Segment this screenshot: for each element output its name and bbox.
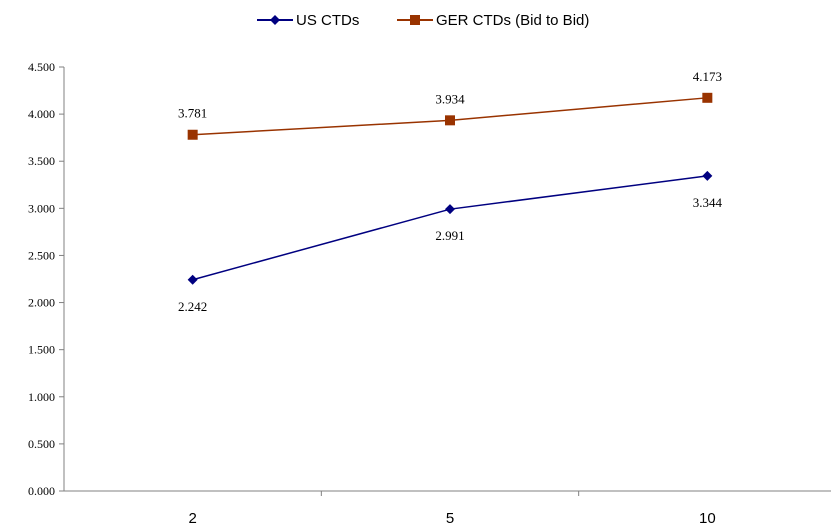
x-tick-label: 5 xyxy=(446,510,454,527)
y-ticks: 0.000 0.500 1.000 1.500 2.000 2.500 3.000 3.500… xyxy=(28,60,64,498)
legend-ger-marker-square-icon xyxy=(410,15,420,25)
series: 2.242 2.991 3.344 3.781 3.934 4.173 xyxy=(178,69,722,314)
y-tick-label: 2.000 xyxy=(28,296,55,310)
data-point xyxy=(187,129,198,140)
y-tick-label: 3.500 xyxy=(28,154,55,168)
legend-us-marker-diamond-icon xyxy=(270,15,280,25)
series-1: 3.781 3.934 4.173 xyxy=(178,69,722,140)
y-tick-label: 1.500 xyxy=(28,343,55,357)
axes xyxy=(63,67,831,492)
legend-entry-ger: GER CTDs (Bid to Bid) xyxy=(397,12,589,29)
data-label: 3.344 xyxy=(693,195,723,210)
series-0: 2.242 2.991 3.344 xyxy=(178,170,723,314)
x-tick-label: 2 xyxy=(188,510,196,527)
data-point xyxy=(187,274,198,285)
y-tick-label: 4.000 xyxy=(28,107,55,121)
y-tick-label: 0.000 xyxy=(28,484,55,498)
legend-entry-us: US CTDs xyxy=(257,12,359,29)
data-label: 2.242 xyxy=(178,299,207,314)
data-point xyxy=(445,115,455,126)
x-ticks: 2 5 10 xyxy=(188,491,716,527)
legend: US CTDs GER CTDs (Bid to Bid) xyxy=(257,12,589,29)
data-label: 3.781 xyxy=(178,106,207,121)
data-point xyxy=(702,170,713,181)
data-label: 3.934 xyxy=(435,91,465,106)
y-tick-label: 3.000 xyxy=(28,201,55,215)
y-tick-label: 1.000 xyxy=(28,390,55,404)
data-label: 4.173 xyxy=(693,69,722,84)
y-tick-label: 0.500 xyxy=(28,437,55,451)
legend-us-label: US CTDs xyxy=(296,12,359,29)
data-point xyxy=(445,204,455,215)
y-tick-label: 2.500 xyxy=(28,248,55,262)
data-label: 2.991 xyxy=(435,228,464,243)
x-tick-label: 10 xyxy=(699,510,716,527)
y-tick-label: 4.500 xyxy=(28,60,55,74)
legend-ger-label: GER CTDs (Bid to Bid) xyxy=(436,12,589,29)
data-point xyxy=(702,92,713,103)
